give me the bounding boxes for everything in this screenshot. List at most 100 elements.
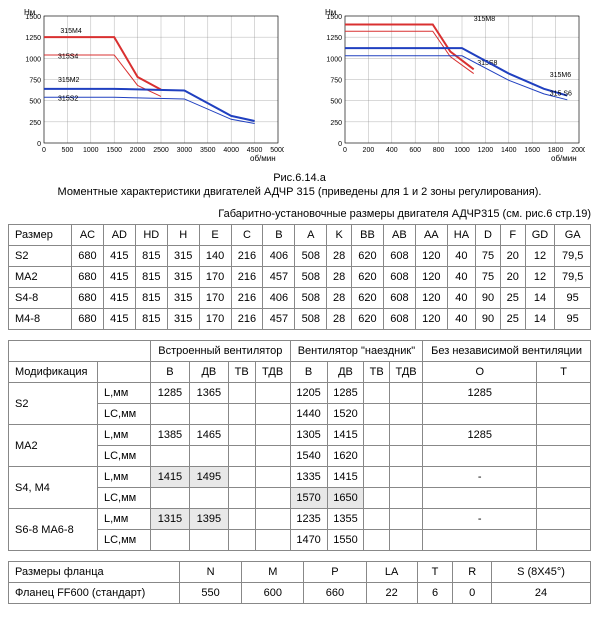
table-cell: [228, 404, 255, 425]
table-header: В: [290, 362, 327, 383]
table-header: AB: [383, 225, 415, 246]
table-cell: 216: [231, 288, 263, 309]
svg-text:4500: 4500: [247, 147, 263, 154]
table-cell: 1415: [327, 425, 364, 446]
table-header: B: [263, 225, 295, 246]
table-cell: LC,мм: [98, 530, 151, 551]
ventilation-table: Встроенный вентиляторВентилятор "наездни…: [8, 340, 591, 551]
table-cell: 815: [135, 267, 167, 288]
svg-text:500: 500: [29, 99, 41, 106]
table-cell: 315: [167, 288, 199, 309]
table-header: R: [453, 562, 492, 583]
table-cell: 1285: [151, 383, 190, 404]
table-cell: 1285: [423, 383, 537, 404]
table-cell: 24: [492, 583, 591, 604]
table-cell: 315: [167, 267, 199, 288]
table-header: M: [242, 562, 304, 583]
table-cell: 815: [135, 309, 167, 330]
table-cell: 1620: [327, 446, 364, 467]
table-cell: 600: [242, 583, 304, 604]
table-header: Размеры фланца: [9, 562, 180, 583]
table-cell: 1205: [290, 383, 327, 404]
table-cell: 680: [72, 267, 104, 288]
table-cell: 170: [199, 288, 231, 309]
table-cell: 680: [72, 288, 104, 309]
table-cell: [423, 404, 537, 425]
table-cell: 1570: [290, 488, 327, 509]
svg-text:315M2: 315M2: [58, 77, 80, 84]
table-cell: Фланец FF600 (стандарт): [9, 583, 180, 604]
table-cell: [537, 530, 591, 551]
table-cell: [389, 530, 422, 551]
table-cell: 75: [476, 246, 501, 267]
svg-text:800: 800: [433, 147, 445, 154]
table-cell: 406: [263, 246, 295, 267]
table-cell: 1415: [327, 467, 364, 488]
table-cell: 12: [525, 267, 555, 288]
table-cell: 216: [231, 309, 263, 330]
table-cell: [364, 530, 389, 551]
table-cell: 25: [500, 309, 525, 330]
table-header: AC: [72, 225, 104, 246]
table-cell: 79,5: [555, 267, 591, 288]
table-cell: S2: [9, 383, 98, 425]
figure-caption: Рис.6.14.а: [8, 172, 591, 184]
table-cell: 95: [555, 288, 591, 309]
table-cell: 315: [167, 246, 199, 267]
svg-text:1250: 1250: [25, 35, 41, 42]
table-cell: 28: [327, 267, 352, 288]
svg-text:1200: 1200: [478, 147, 494, 154]
table-header: В: [151, 362, 190, 383]
table-cell: 1385: [151, 425, 190, 446]
table-header: ТВ: [364, 362, 389, 383]
table-cell: 608: [383, 246, 415, 267]
table-cell: -: [423, 509, 537, 530]
table-cell: [389, 446, 422, 467]
table-header: GD: [525, 225, 555, 246]
table-header: Вентилятор "наездник": [290, 341, 423, 362]
table-cell: [537, 467, 591, 488]
flange-table: Размеры фланцаNMPLATRS (8X45°)Фланец FF6…: [8, 561, 591, 604]
table-cell: 1285: [423, 425, 537, 446]
table-cell: 815: [135, 246, 167, 267]
svg-text:0: 0: [42, 147, 46, 154]
table-cell: 620: [352, 267, 384, 288]
table-cell: [389, 425, 422, 446]
table-header: ДВ: [189, 362, 228, 383]
table-header: Т: [537, 362, 591, 383]
table-cell: LC,мм: [98, 488, 151, 509]
table-cell: 815: [135, 288, 167, 309]
table-cell: 1315: [151, 509, 190, 530]
table-cell: 1355: [327, 509, 364, 530]
table-cell: MA2: [9, 267, 72, 288]
table-header: P: [304, 562, 366, 583]
table-cell: 680: [72, 309, 104, 330]
dimensions-table: РазмерACADHDHECBAKBBABAAHADFGDGAS2680415…: [8, 224, 591, 330]
table-cell: 0: [453, 583, 492, 604]
svg-text:1800: 1800: [548, 147, 564, 154]
svg-text:250: 250: [331, 120, 343, 127]
table-cell: 608: [383, 309, 415, 330]
table-header: GA: [555, 225, 591, 246]
table-cell: 508: [295, 309, 327, 330]
table-header: N: [180, 562, 242, 583]
svg-text:315S4: 315S4: [58, 53, 78, 60]
table-cell: 216: [231, 246, 263, 267]
table-cell: S4-8: [9, 288, 72, 309]
table-cell: M4-8: [9, 309, 72, 330]
table-header: D: [476, 225, 501, 246]
table-cell: [255, 509, 290, 530]
table-cell: 1335: [290, 467, 327, 488]
table-cell: [423, 488, 537, 509]
table-cell: [537, 509, 591, 530]
table-cell: 40: [447, 309, 475, 330]
table-cell: 1305: [290, 425, 327, 446]
chart-right: 0200400600800100012001400160018002000025…: [315, 8, 585, 166]
table-header: HA: [447, 225, 475, 246]
table-cell: 1440: [290, 404, 327, 425]
table-header: F: [500, 225, 525, 246]
table-header: Встроенный вентилятор: [151, 341, 291, 362]
table-cell: MA2: [9, 425, 98, 467]
table-cell: LC,мм: [98, 404, 151, 425]
svg-text:500: 500: [61, 147, 73, 154]
